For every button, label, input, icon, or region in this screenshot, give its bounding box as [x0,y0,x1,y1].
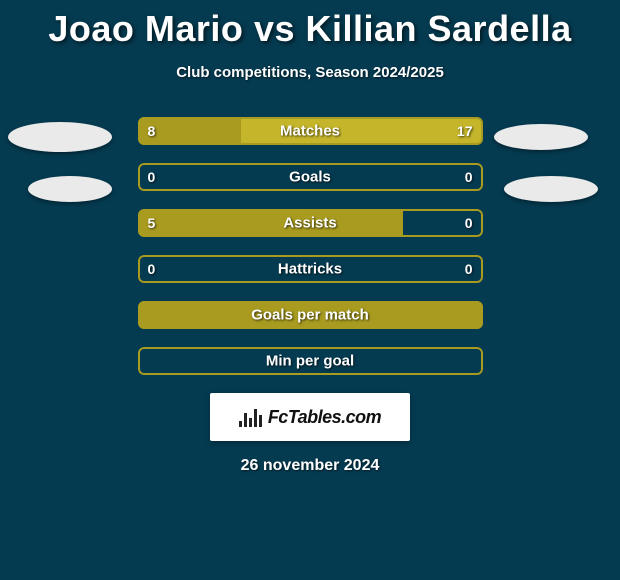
stat-value-left: 0 [148,261,156,277]
club-badge-placeholder [8,122,112,152]
stat-row: Min per goal [138,347,483,375]
footer-date: 26 november 2024 [0,457,620,475]
stat-row: 8 17 Matches [138,117,483,145]
logo-text: FcTables.com [268,407,381,428]
stat-value-right: 17 [457,123,473,139]
comparison-title: Joao Mario vs Killian Sardella [0,0,620,50]
bar-right [241,117,483,145]
subtitle: Club competitions, Season 2024/2025 [0,64,620,81]
stat-label: Goals [289,169,331,186]
stat-value-left: 5 [148,215,156,231]
logo-bars-icon [239,407,262,427]
stat-label: Min per goal [266,353,354,370]
player1-name: Joao Mario [48,8,243,49]
stat-row: 5 0 Assists [138,209,483,237]
stat-value-right: 0 [465,169,473,185]
stat-row: 0 0 Hattricks [138,255,483,283]
stat-label: Assists [283,215,336,232]
stat-value-left: 8 [148,123,156,139]
stat-value-right: 0 [465,215,473,231]
stat-label: Hattricks [278,261,342,278]
stat-value-right: 0 [465,261,473,277]
fctables-logo: FcTables.com [210,393,410,441]
player2-name: Killian Sardella [306,8,572,49]
stat-value-left: 0 [148,169,156,185]
stats-container: 8 17 Matches 0 0 Goals 5 0 Assists 0 0 Hattricks Goa… [0,117,620,375]
stat-label: Matches [280,123,340,140]
bar-left [138,209,404,237]
vs-separator: vs [254,8,295,49]
stat-row: 0 0 Goals [138,163,483,191]
stat-label: Goals per match [251,307,369,324]
club-badge-placeholder [494,124,588,150]
club-badge-placeholder [504,176,598,202]
stat-row: Goals per match [138,301,483,329]
club-badge-placeholder [28,176,112,202]
